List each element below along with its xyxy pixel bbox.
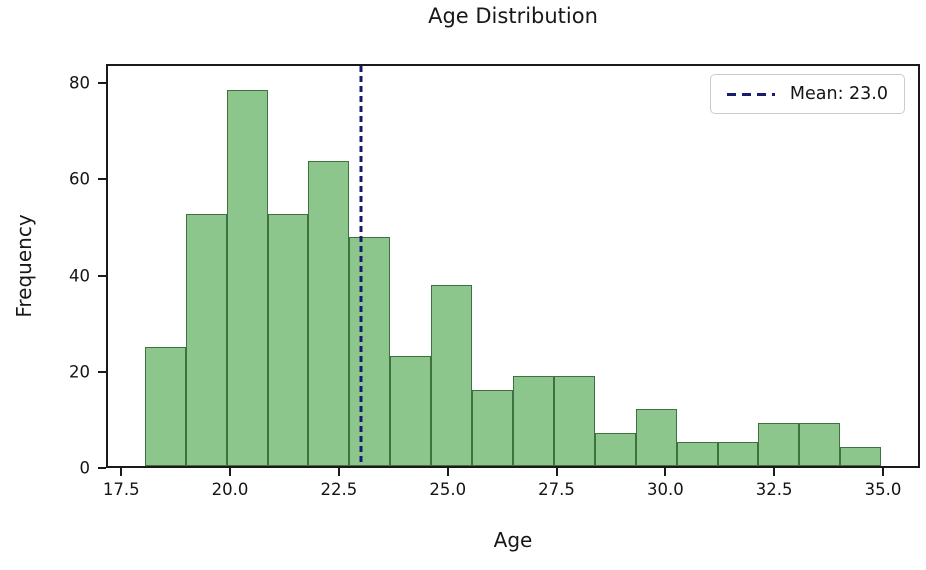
histogram-bar bbox=[144, 346, 186, 466]
histogram-bar bbox=[512, 375, 554, 466]
y-tick-mark bbox=[98, 178, 106, 181]
legend-label: Mean: 23.0 bbox=[789, 84, 888, 104]
y-axis: 0 20 40 60 80 bbox=[0, 64, 106, 478]
legend: Mean: 23.0 bbox=[709, 74, 905, 114]
histogram-bar bbox=[635, 408, 677, 466]
x-tick-mark bbox=[446, 468, 449, 476]
y-tick-mark bbox=[98, 82, 106, 85]
x-tick-label: 22.5 bbox=[320, 480, 358, 499]
histogram-bar bbox=[717, 442, 759, 466]
y-tick-label: 20 bbox=[69, 362, 90, 382]
x-tick-mark bbox=[882, 468, 884, 476]
histogram-bar bbox=[758, 423, 800, 466]
x-tick-mark bbox=[773, 468, 776, 476]
y-tick-mark bbox=[98, 467, 106, 469]
y-tick-mark bbox=[98, 274, 106, 277]
chart-title: Age Distribution bbox=[428, 4, 598, 28]
histogram-bar bbox=[431, 285, 473, 466]
histogram-bar bbox=[676, 442, 718, 466]
y-tick-label: 40 bbox=[69, 266, 90, 286]
x-tick-label: 25.0 bbox=[429, 480, 467, 499]
x-tick-label: 30.0 bbox=[646, 480, 684, 499]
plot-area: Mean: 23.0 bbox=[106, 64, 920, 468]
histogram-bar bbox=[799, 423, 841, 466]
x-tick-mark bbox=[229, 468, 232, 476]
x-tick-label: 32.5 bbox=[755, 480, 793, 499]
histogram-bar bbox=[308, 161, 350, 466]
histogram-bar bbox=[390, 356, 432, 466]
x-tick-mark bbox=[120, 468, 123, 476]
x-tick-label: 20.0 bbox=[211, 480, 249, 499]
dashed-line-icon bbox=[726, 92, 775, 96]
histogram-bar bbox=[840, 446, 882, 466]
x-tick-mark bbox=[664, 468, 667, 476]
y-tick-label: 0 bbox=[79, 458, 91, 478]
x-tick-mark bbox=[337, 468, 340, 476]
x-tick-label: 27.5 bbox=[538, 480, 575, 499]
histogram-bar bbox=[349, 237, 391, 466]
histogram-bar bbox=[472, 389, 513, 466]
histogram-bar bbox=[553, 375, 595, 466]
x-tick-mark bbox=[555, 468, 558, 476]
x-axis: 17.5 20.0 22.5 25.0 27.5 30.0 32.5 35.0 bbox=[102, 468, 920, 538]
histogram-bar bbox=[267, 213, 309, 466]
histogram-bar bbox=[185, 213, 227, 466]
y-tick-mark bbox=[98, 370, 106, 373]
x-tick-label: 35.0 bbox=[864, 480, 902, 499]
histogram-bar bbox=[594, 432, 636, 466]
x-axis-label: Age bbox=[493, 528, 533, 552]
y-tick-label: 60 bbox=[69, 169, 90, 189]
mean-line bbox=[359, 66, 363, 466]
y-tick-label: 80 bbox=[69, 73, 90, 93]
histogram-bar bbox=[226, 89, 268, 466]
x-tick-label: 17.5 bbox=[102, 480, 140, 499]
